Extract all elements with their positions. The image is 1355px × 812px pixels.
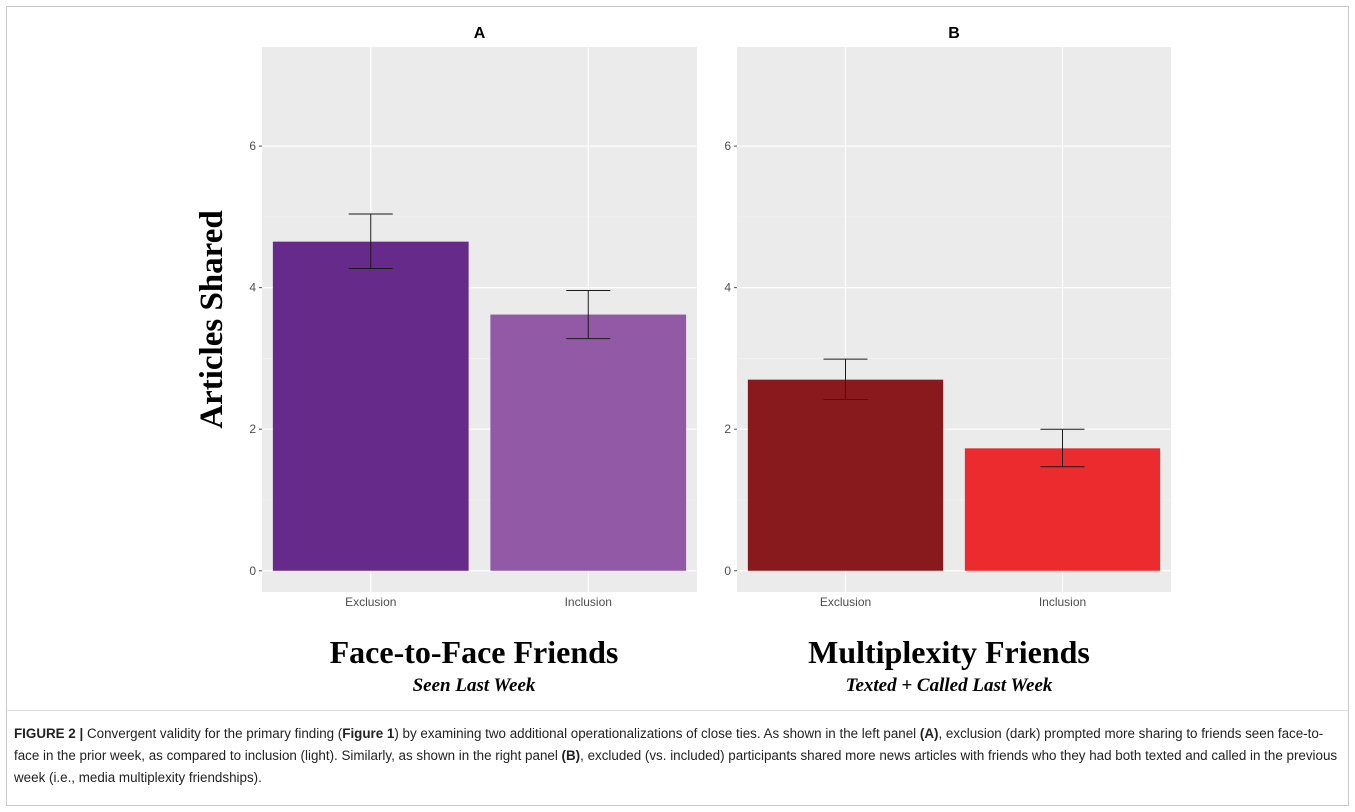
panel-b-bar-inclusion [964, 448, 1161, 571]
panel-a-bar-inclusion [490, 314, 687, 571]
panel-a-x-tick-label: Inclusion [565, 595, 612, 609]
panel-b-y-tick-label: 4 [724, 281, 731, 295]
caption-figure-ref[interactable]: Figure 1 [342, 726, 395, 741]
panel-b-bar-exclusion [747, 379, 944, 571]
panel-a-bar-exclusion [272, 241, 469, 571]
caption-ref-a[interactable]: (A) [919, 726, 939, 741]
caption-text-1: Convergent validity for the primary find… [86, 726, 343, 741]
panel-b-title: Multiplexity Friends [808, 634, 1090, 670]
panel-a-subtitle: Seen Last Week [413, 675, 536, 696]
caption-text-4: , excluded (vs. included) participants s… [14, 748, 1338, 785]
caption-figure-label: FIGURE 2 [14, 726, 76, 741]
caption-separator: | [79, 726, 84, 741]
caption-text-3: , exclusion (dark) prompted more sharing… [14, 726, 1324, 763]
panel-a-y-axis-label: Articles Shared [194, 210, 230, 428]
panel-a-x-tick-label: Exclusion [345, 595, 396, 609]
panel-a-y-tick-label: 0 [249, 564, 256, 578]
panel-a-y-tick-label: 2 [249, 422, 256, 436]
panel-a-y-tick-label: 6 [249, 139, 256, 153]
panel-a-title: Face-to-Face Friends [330, 634, 619, 670]
panel-b-subtitle: Texted + Called Last Week [846, 675, 1053, 696]
figure-caption: FIGURE 2 | Convergent validity for the p… [14, 723, 1344, 789]
panel-b-y-tick-label: 6 [724, 139, 731, 153]
caption-ref-b[interactable]: (B) [561, 748, 581, 763]
panel-b-label: B [948, 25, 960, 42]
panel-a-label: A [474, 25, 486, 42]
panel-a-y-tick-label: 4 [249, 281, 256, 295]
panel-b-y-tick-label: 0 [724, 564, 731, 578]
caption-text-2: ) by examining two additional operationa… [394, 726, 920, 741]
panel-b-x-tick-label: Inclusion [1039, 595, 1086, 609]
figure-frame [6, 6, 1349, 806]
panel-b-y-tick-label: 2 [724, 422, 731, 436]
panel-b-x-tick-label: Exclusion [820, 595, 871, 609]
caption-divider [6, 710, 1349, 711]
